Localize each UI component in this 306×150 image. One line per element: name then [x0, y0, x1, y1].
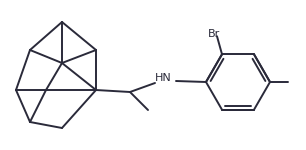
- Text: Br: Br: [208, 29, 220, 39]
- Text: HN: HN: [155, 73, 171, 83]
